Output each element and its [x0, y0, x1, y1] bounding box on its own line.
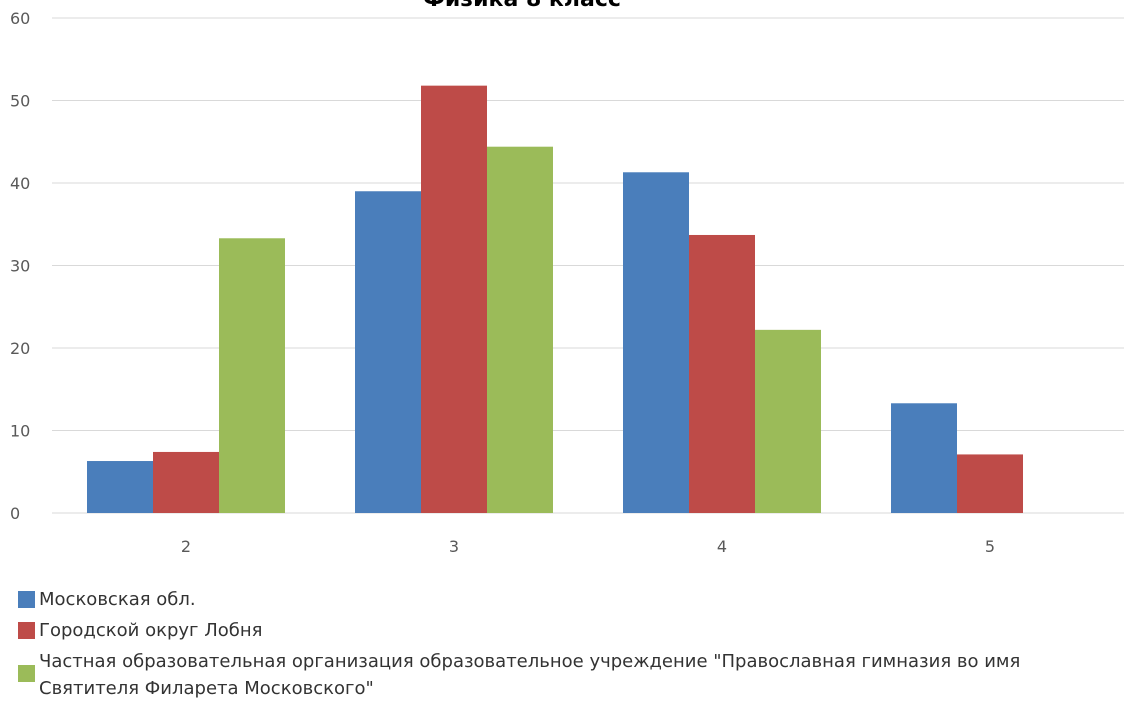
- legend-item-series-1: Московская обл.: [18, 586, 1118, 613]
- legend-item-series-2: Городской округ Лобня: [18, 617, 1118, 644]
- x-tick-label: 2: [181, 537, 191, 556]
- bar-series-2-cat-5: [957, 454, 1023, 513]
- y-tick-label: 10: [10, 422, 30, 441]
- y-tick-label: 50: [10, 92, 30, 111]
- x-axis-ticks: 2 3 4 5: [181, 537, 995, 556]
- y-tick-label: 30: [10, 257, 30, 276]
- legend-label-series-2: Городской округ Лобня: [39, 620, 263, 641]
- bar-series-1-cat-4: [623, 172, 689, 513]
- y-axis-ticks: 0 10 20 30 40 50 60: [10, 9, 30, 523]
- legend-swatch-series-1: [18, 591, 35, 608]
- legend: Московская обл. Городской округ Лобня Ча…: [18, 586, 1118, 706]
- y-tick-label: 20: [10, 339, 30, 358]
- bar-series-1-cat-3: [355, 191, 421, 513]
- chart-title: Физика 8 класс: [423, 0, 621, 12]
- bar-series-2-cat-3: [421, 85, 487, 514]
- y-tick-label: 40: [10, 174, 30, 193]
- gridlines: [52, 17, 1124, 514]
- bar-series-3-cat-3: [487, 146, 553, 513]
- legend-swatch-series-2: [18, 622, 35, 639]
- legend-label-series-3: Частная образовательная организация обра…: [39, 651, 1021, 699]
- bar-series-1-cat-2: [87, 461, 153, 513]
- bar-series-3-cat-4: [755, 329, 821, 513]
- bar-series-3-cat-2: [219, 238, 285, 513]
- x-tick-label: 4: [717, 537, 727, 556]
- bar-series-2-cat-2: [153, 451, 219, 513]
- x-tick-label: 3: [449, 537, 459, 556]
- chart-canvas: Физика 8 класс 0 10 20 30 40 50 60 2 3 4 5: [10, 0, 1124, 556]
- bar-series-2-cat-4: [689, 234, 755, 513]
- bar-series-1-cat-5: [891, 403, 957, 513]
- bars: [87, 85, 1023, 514]
- legend-swatch-series-3: [18, 665, 35, 682]
- y-tick-label: 60: [10, 9, 30, 28]
- y-tick-label: 0: [10, 504, 20, 523]
- x-tick-label: 5: [985, 537, 995, 556]
- legend-label-series-1: Московская обл.: [39, 589, 196, 610]
- legend-item-series-3: Частная образовательная организация обра…: [18, 648, 1118, 702]
